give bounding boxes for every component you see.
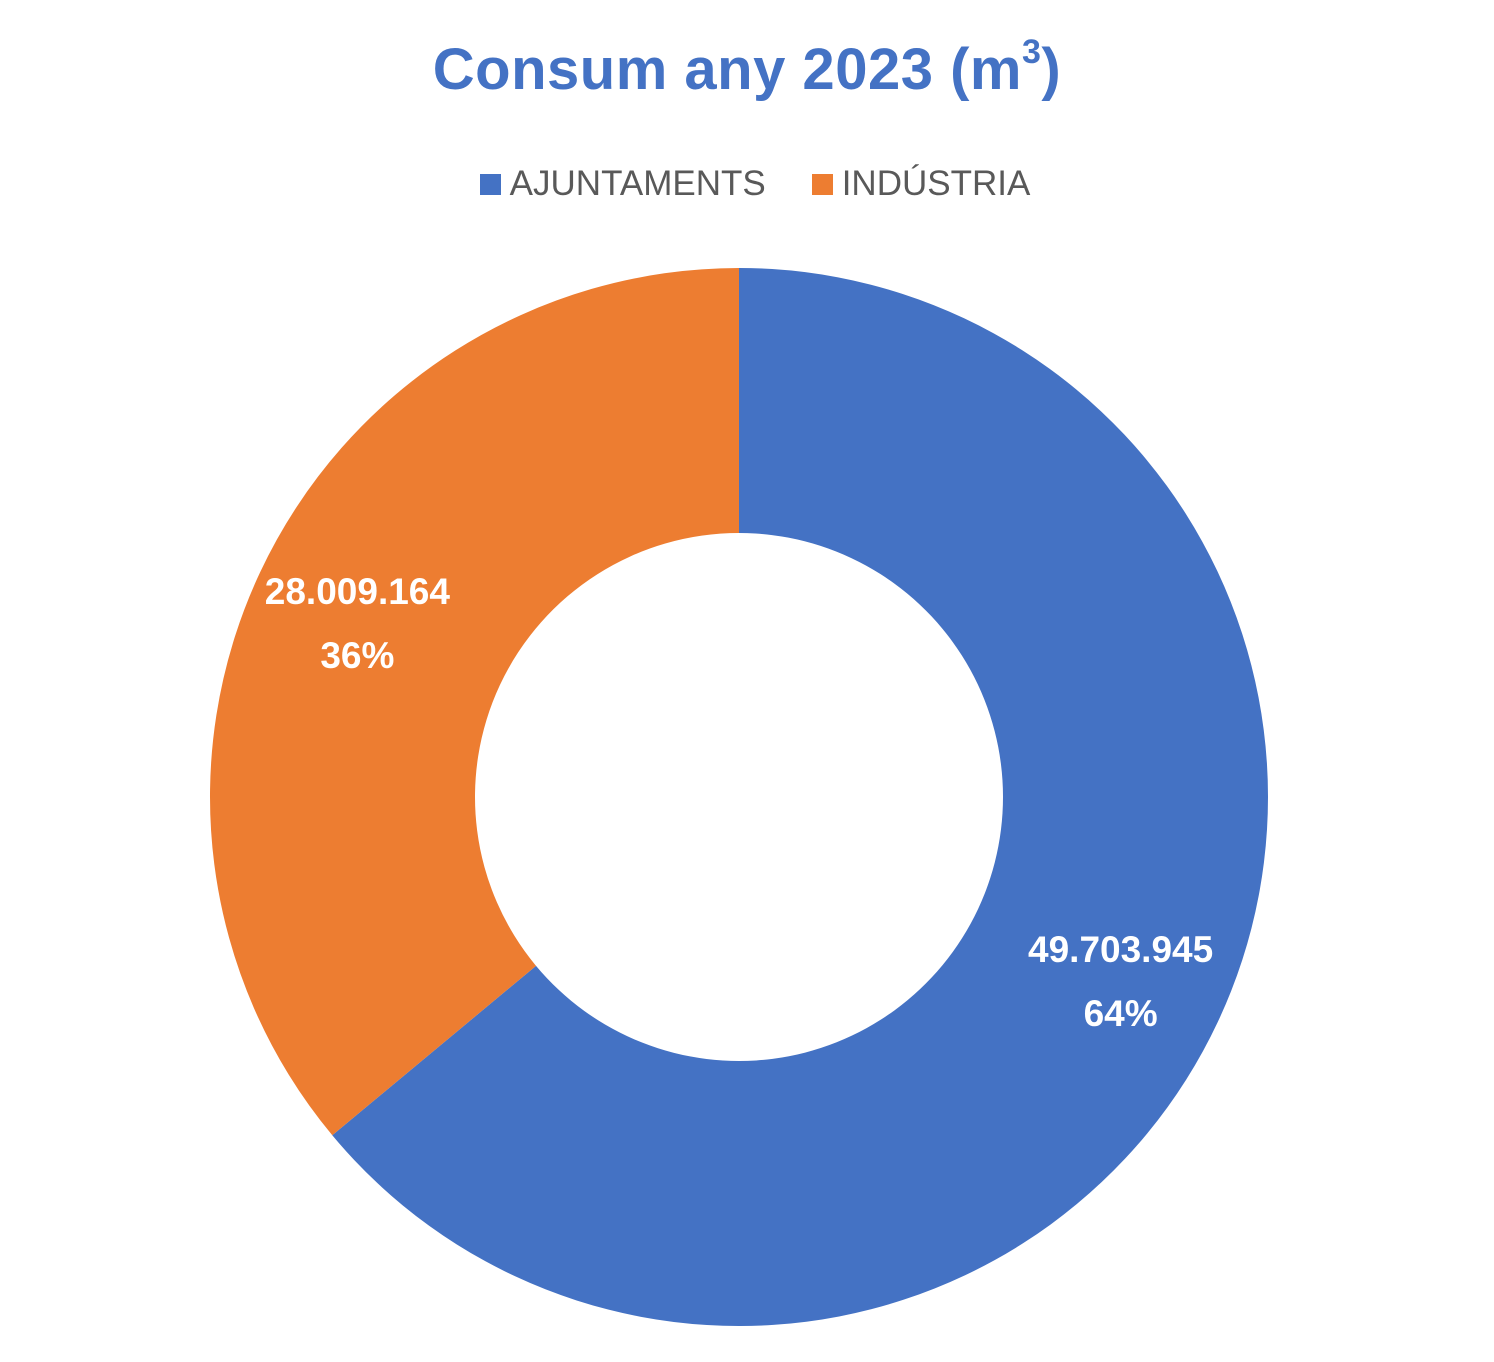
legend-swatch-industria: [811, 173, 833, 195]
donut-slices: [210, 268, 1268, 1327]
data-label-value-industria: 28.009.164: [265, 571, 451, 612]
data-label-percent-ajuntaments: 64%: [1084, 993, 1158, 1034]
data-label-value-ajuntaments: 49.703.945: [1028, 929, 1213, 970]
legend-label-ajuntaments: AJUNTAMENTS: [509, 164, 766, 203]
legend-label-industria: INDÚSTRIA: [841, 164, 1031, 203]
chart-legend: AJUNTAMENTS INDÚSTRIA: [0, 164, 1494, 204]
chart-title-superscript: 3: [1021, 32, 1042, 71]
legend-item-industria[interactable]: INDÚSTRIA: [811, 164, 1031, 204]
donut-slice-ajuntaments[interactable]: [332, 268, 1268, 1327]
legend-item-ajuntaments[interactable]: AJUNTAMENTS: [479, 164, 766, 204]
data-label-percent-industria: 36%: [320, 635, 394, 676]
chart-title-text: Consum any 2023 (m: [432, 37, 1022, 102]
donut-slice-industria[interactable]: [210, 268, 740, 1136]
legend-swatch-ajuntaments: [479, 173, 501, 195]
donut-data-labels: 49.703.945 64% 28.009.164 36%: [265, 571, 1213, 1034]
chart-title: Consum any 2023 (m3): [0, 32, 1494, 103]
chart-title-suffix: ): [1041, 37, 1062, 102]
